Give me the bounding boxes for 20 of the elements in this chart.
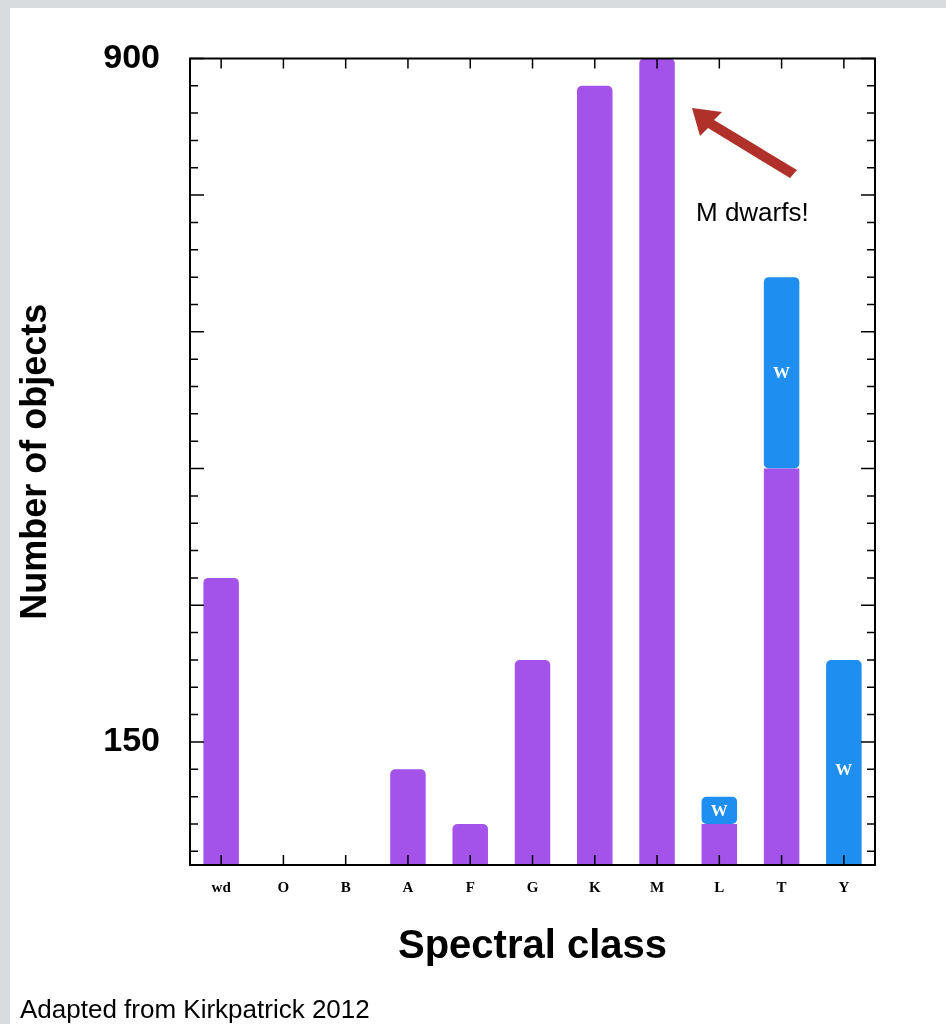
x-tick-label: T [776, 878, 787, 895]
x-tick-label: B [340, 878, 351, 895]
x-tick-label: O [277, 878, 290, 895]
y-tick-label: 150 [103, 720, 160, 759]
x-tick-label: A [402, 878, 414, 895]
y-axis-title: Number of objects [12, 303, 54, 620]
x-tick-label: K [588, 878, 601, 895]
x-tick-label: M [649, 878, 665, 895]
text: W [835, 759, 853, 779]
y-tick-label: 900 [103, 36, 160, 75]
x-tick-label: F [465, 878, 475, 895]
x-tick-label: L [714, 878, 725, 895]
annotation: M dwarfs! [696, 196, 809, 227]
x-tick-label: wd [211, 878, 232, 895]
x-axis-title: Spectral class [397, 922, 668, 967]
series-label: W [710, 800, 728, 820]
text: W [773, 363, 791, 383]
x-tick-label: G [526, 878, 539, 895]
text: Adapted from Kirkpatrick 2012 [20, 994, 370, 1024]
x-tick-label: Y [838, 878, 850, 895]
